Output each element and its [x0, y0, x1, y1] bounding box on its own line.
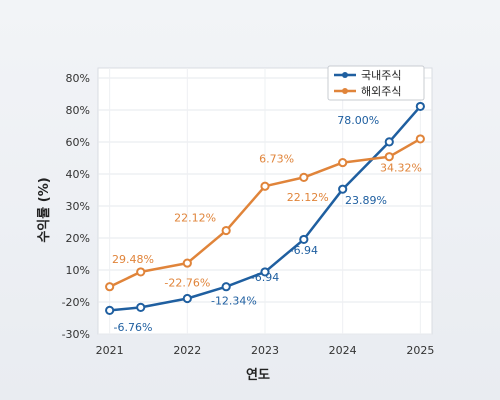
y-tick-label: -30% — [62, 328, 90, 341]
x-tick-labels: 2021 2022 2023 2024 2025 — [96, 344, 435, 357]
data-label: 6.73% — [259, 153, 294, 166]
x-tick-label: 2025 — [406, 344, 434, 357]
y-tick-label: -20% — [62, 296, 90, 309]
y-tick-label: 80% — [66, 72, 90, 85]
data-label: 23.89% — [345, 194, 387, 207]
series-point-0 — [299, 234, 309, 245]
legend-label-overseas: 해외주식 — [361, 84, 401, 98]
series-point-1 — [415, 134, 425, 144]
y-axis-title: 수익률 (%) — [36, 177, 52, 242]
data-label: -22.76% — [164, 277, 210, 290]
series-point-1 — [338, 157, 348, 168]
data-label: 34.32% — [380, 161, 422, 174]
series-point-0 — [260, 267, 270, 277]
y-tick-labels: 80% 80% 60% 40% 30% 20% 10% -20% -30% — [62, 72, 90, 341]
data-label: -6.94 — [290, 244, 318, 257]
series-point-0 — [415, 101, 425, 112]
series-point-1 — [260, 181, 270, 191]
series-point-0 — [136, 302, 146, 312]
data-label: 22.12% — [174, 212, 216, 225]
y-tick-label: 20% — [66, 232, 90, 245]
y-tick-label: 60% — [66, 136, 90, 149]
x-axis-title: 연도 — [246, 368, 270, 383]
data-label: 29.48% — [112, 253, 154, 266]
y-tick-label: 40% — [66, 168, 90, 181]
series-point-0 — [384, 137, 394, 147]
data-label: -6.76% — [113, 321, 152, 334]
y-tick-label: 10% — [66, 264, 90, 277]
legend-marker-overseas — [342, 88, 348, 94]
data-label: 22.12% — [287, 191, 329, 204]
series-point-1 — [105, 282, 115, 292]
series-point-0 — [105, 305, 115, 315]
series-point-0 — [338, 184, 348, 194]
data-label: -6.94 — [251, 271, 279, 284]
data-label: 78.00% — [337, 114, 379, 127]
series-point-1 — [384, 152, 394, 162]
x-tick-label: 2023 — [251, 344, 279, 357]
legend: 국내주식 해외주식 — [327, 65, 425, 101]
series-point-1 — [182, 258, 192, 268]
data-label: -12.34% — [211, 294, 257, 307]
series-point-1 — [299, 172, 309, 182]
series-point-0 — [182, 293, 192, 304]
legend-label-domestic: 국내주식 — [361, 69, 401, 82]
x-tick-label: 2022 — [173, 344, 201, 357]
data-labels: 29.48% 22.12% -22.76% 6.73% 22.12% 34.32% -6.7… — [112, 114, 422, 334]
series-point-1 — [221, 225, 231, 236]
x-tick-label: 2021 — [96, 344, 124, 357]
series-lines — [105, 101, 425, 315]
y-tick-label: 80% — [66, 104, 90, 117]
series-point-0 — [221, 282, 231, 292]
series-point-1 — [136, 267, 146, 277]
y-tick-label: 30% — [66, 200, 90, 213]
legend-marker-domestic — [342, 72, 348, 78]
x-tick-label: 2024 — [329, 344, 357, 357]
